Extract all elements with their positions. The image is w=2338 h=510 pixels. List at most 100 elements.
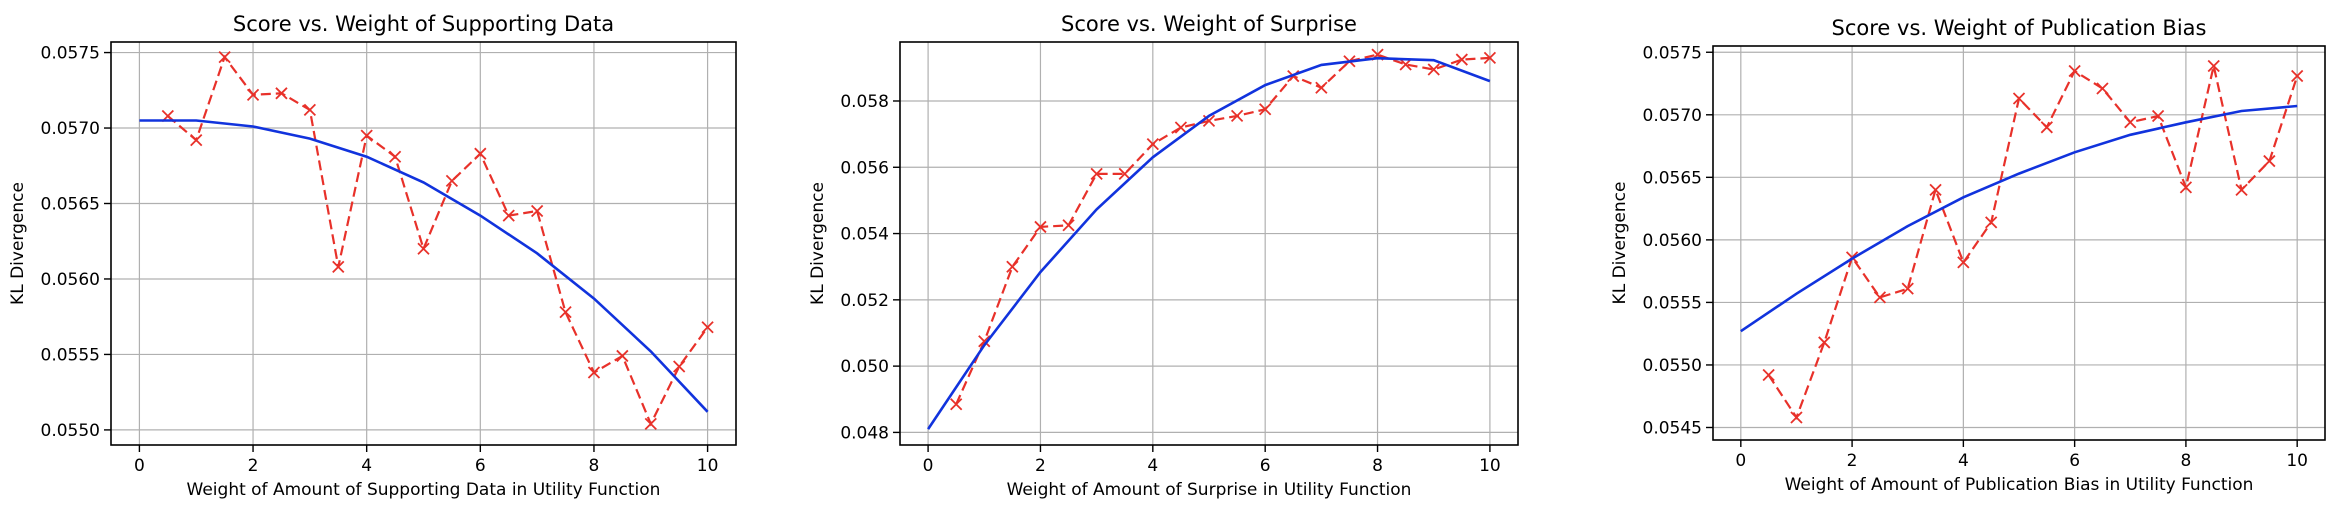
marker-stroke [2151,109,2165,123]
data-point-x-marker [303,103,317,117]
marker-stroke [1762,368,1775,382]
x-tick-label: 2 [1847,451,1858,471]
data-point-x-marker [1790,411,1803,424]
y-tick-label: 0.0550 [41,421,100,441]
marker-stroke [2124,116,2137,129]
marker-stroke [2179,181,2193,194]
marker-stroke [1006,260,1019,273]
marker-stroke [1818,336,1831,349]
x-tick-label: 4 [361,456,372,476]
fit-curve-line [1740,104,2298,333]
fit-curve-line [927,56,1491,430]
data-point-x-marker [1427,63,1440,76]
marker-stroke [190,133,203,147]
marker-stroke [303,103,317,117]
data-point-x-marker [1762,368,1775,382]
data-point-x-marker [445,174,459,187]
data-point-x-marker [1873,291,1887,304]
x-tick-label: 4 [1958,451,1969,471]
y-tick-label: 0.0555 [41,345,100,365]
axes-frame [899,41,1519,446]
marker-stroke [2235,183,2248,196]
data-point-x-marker [1455,53,1468,66]
marker-stroke [673,360,686,373]
y-tick-label: 0.0575 [1643,43,1702,63]
x-tick-label: 8 [589,456,600,476]
y-tick-label: 0.050 [840,357,889,377]
subplot-supporting-data: 0 2 4 6 8 10 0.0550 0.0555 0.0560 0.0565 0.0570 0.0… [8,12,737,500]
data-point-x-marker [1118,167,1131,181]
data-point-x-marker [2179,181,2193,194]
marker-stroke [1399,58,1412,71]
marker-stroke [2068,64,2081,78]
marker-stroke [1957,256,1970,269]
y-tick-label: 0.054 [840,225,889,245]
chart-title: Score vs. Weight of Publication Bias [1832,16,2207,40]
marker-stroke [218,50,231,64]
marker-stroke [2291,69,2304,83]
marker-stroke [246,88,260,101]
y-tick-label: 0.0570 [41,119,100,139]
marker-stroke [2040,121,2053,134]
marker-stroke [978,335,991,348]
data-point-x-marker [417,242,430,255]
observed-series-line [1767,65,2299,420]
data-point-x-marker [1090,167,1103,181]
data-point-x-marker [2235,183,2248,196]
data-point-x-marker [644,417,657,431]
marker-stroke [644,417,657,431]
x-tick-label: 6 [475,456,486,476]
data-point-x-marker [701,321,714,334]
data-point-x-marker [332,260,345,274]
data-point-x-marker [218,50,231,64]
data-point-x-marker [1929,183,1942,196]
y-tick-label: 0.0560 [1643,231,1702,251]
marker-stroke [1901,282,1914,295]
data-point-x-marker [2096,82,2109,95]
y-axis-label: KL Divergence [8,182,28,305]
x-tick-label: 10 [697,456,719,476]
data-point-x-marker [559,306,572,319]
marker-stroke [1202,114,1216,128]
x-tick-label: 10 [2286,451,2308,471]
marker-stroke [1929,183,1942,196]
marker-stroke [275,87,288,100]
subplot-publication-bias: 0 2 4 6 8 10 0.0545 0.0550 0.0555 0.0560 0.0565 0.0… [1610,16,2326,495]
marker-stroke [530,204,544,218]
data-point-x-marker [2124,116,2137,129]
data-point-x-marker [1901,282,1914,295]
marker-stroke [1483,51,1497,65]
y-tick-label: 0.058 [840,92,889,112]
marker-stroke [2096,82,2109,95]
x-tick-label: 6 [2069,451,2080,471]
y-tick-label: 0.0550 [1643,356,1702,376]
x-tick-label: 2 [1035,456,1046,476]
fit-curve-line [139,119,709,413]
marker-stroke [1315,81,1328,94]
marker-stroke [1146,137,1159,151]
chart-title: Score vs. Weight of Supporting Data [233,12,614,36]
data-point-x-marker [2207,59,2220,73]
y-tick-label: 0.0575 [41,44,100,64]
data-point-x-marker [246,88,260,101]
chart-title: Score vs. Weight of Surprise [1061,12,1357,36]
data-point-x-marker [1146,137,1159,151]
x-tick-label: 10 [1479,456,1501,476]
marker-stroke [587,366,601,379]
data-point-x-marker [190,133,203,147]
marker-stroke [1034,220,1047,234]
data-point-x-marker [275,87,288,100]
data-point-x-marker [474,147,487,160]
x-axis-label: Weight of Amount of Surprise in Utility … [1007,480,1412,500]
marker-stroke [950,398,963,411]
y-axis-label: KL Divergence [808,182,828,305]
marker-stroke [474,147,487,160]
data-point-x-marker [978,335,991,348]
marker-stroke [1259,103,1272,116]
marker-stroke [1873,291,1887,304]
marker-stroke [417,242,430,255]
observed-series-line [167,54,709,427]
data-point-x-marker [1985,216,1998,229]
observed-series-line [955,53,1490,405]
